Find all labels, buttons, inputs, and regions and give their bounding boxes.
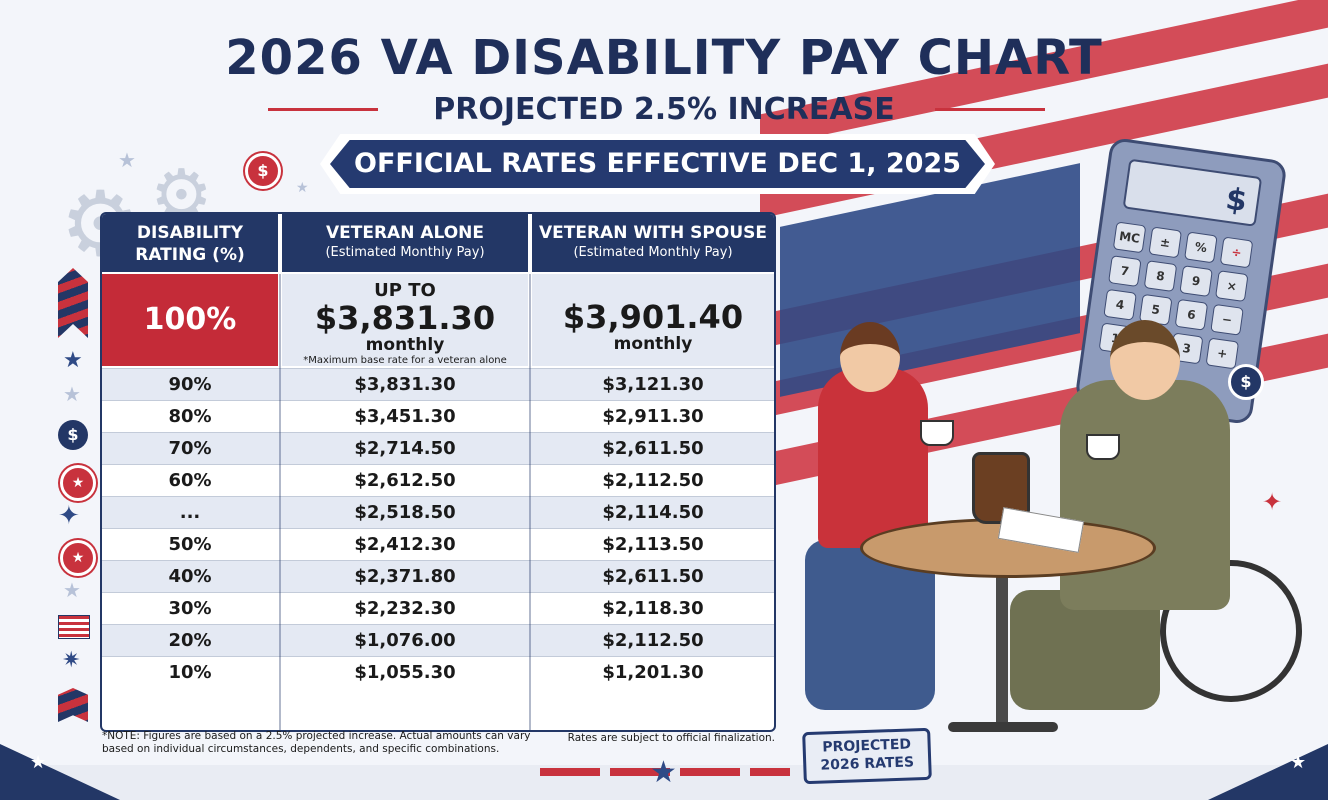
calculator-key: × (1214, 270, 1249, 303)
hero-note: *Maximum base rate for a veteran alone (303, 355, 507, 366)
table-row: 30% $2,232.30 $2,118.30 (102, 592, 774, 625)
hero-alone-amount: $3,831.30 (314, 299, 496, 337)
coffee-cup-icon (920, 420, 954, 446)
woman-head (840, 322, 900, 392)
calculator-key: MC (1112, 221, 1147, 254)
woman-figure (818, 368, 928, 548)
stamp-line: 2026 RATES (820, 754, 915, 774)
coffee-cup-icon (1086, 434, 1120, 460)
header-veteran-alone: VETERAN ALONE (Estimated Monthly Pay) (282, 214, 528, 272)
chevron-rank-icon (58, 268, 88, 338)
calculator-key: ± (1148, 226, 1183, 259)
table-row: 50% $2,412.30 $2,113.50 (102, 528, 774, 561)
column-divider (529, 274, 531, 730)
veteran-figure-legs (1010, 590, 1160, 710)
medal-star-icon: ★ (60, 465, 96, 501)
medal-star-icon: ★ (60, 540, 96, 576)
eagle-wings-icon: ✦ (58, 501, 80, 531)
footnote: *NOTE: Figures are based on a 2.5% proje… (102, 730, 531, 755)
hero-alone-unit: monthly (365, 335, 445, 355)
chevron-rank-icon (58, 688, 88, 722)
finalization-note: Rates are subject to official finalizati… (567, 732, 775, 744)
hero-alone-cell: UP TO $3,831.30 monthly *Maximum base ra… (282, 274, 528, 366)
star-icon: ★ (63, 382, 81, 406)
dollar-coin-icon: $ (58, 420, 88, 450)
divider-line (268, 108, 378, 111)
star-icon: ★ (1290, 752, 1307, 773)
cafe-table-base (948, 722, 1058, 732)
table-row: 10% $1,055.30 $1,201.30 (102, 656, 774, 689)
pay-chart-table: DISABILITY RATING (%) VETERAN ALONE (Est… (100, 212, 776, 732)
veteran-figure (1060, 380, 1230, 610)
page-title: 2026 VA DISABILITY PAY CHART (225, 30, 1103, 86)
hero-rating: 100% (102, 274, 278, 366)
dollar-coin-icon: $ (1228, 364, 1264, 400)
table-row: 20% $1,076.00 $2,112.50 (102, 624, 774, 657)
star-icon: ★ (296, 180, 309, 196)
page-subtitle: PROJECTED 2.5% INCREASE (433, 92, 895, 127)
dollar-coin-icon: $ (245, 153, 281, 189)
calculator-key: + (1205, 337, 1240, 370)
table-row: 70% $2,714.50 $2,611.50 (102, 432, 774, 465)
table-row: 40% $2,371.80 $2,611.50 (102, 560, 774, 593)
star-icon: ★ (63, 578, 81, 602)
calculator-key: ÷ (1219, 236, 1254, 269)
table-row: ... $2,518.50 $2,114.50 (102, 496, 774, 529)
hero-spouse-amount: $3,901.40 (562, 298, 744, 336)
wheelchair-wheel (1160, 560, 1302, 702)
calculator-key: − (1210, 303, 1244, 336)
calculator-key: 4 (1103, 288, 1137, 321)
effective-date-banner: OFFICIAL RATES EFFECTIVE DEC 1, 2025 (330, 140, 985, 188)
calculator-screen: $ (1122, 158, 1263, 227)
calculator-key: 8 (1143, 260, 1178, 293)
table-row: 80% $3,451.30 $2,911.30 (102, 400, 774, 433)
hero-prefix: UP TO (374, 280, 436, 301)
header-rating: DISABILITY RATING (%) (102, 214, 278, 272)
calculator-key: 6 (1174, 298, 1209, 331)
calculator-key: 7 (1108, 255, 1142, 288)
sparkle-icon: ✦ (1262, 488, 1283, 516)
calculator-key: % (1184, 231, 1218, 264)
star-icon: ★ (118, 148, 136, 172)
header-veteran-spouse: VETERAN WITH SPOUSE (Estimated Monthly P… (532, 214, 774, 272)
divider-line (935, 108, 1045, 111)
calculator-key: 9 (1179, 265, 1213, 298)
footer-stripes (540, 768, 790, 776)
star-icon: ★ (650, 755, 677, 790)
table-row: 90% $3,831.30 $3,121.30 (102, 368, 774, 401)
hero-spouse-cell: $3,901.40 monthly (532, 274, 774, 366)
star-icon: ★ (30, 752, 47, 773)
veteran-head (1110, 320, 1180, 400)
hero-spouse-unit: monthly (613, 334, 693, 354)
projected-rates-stamp: PROJECTED 2026 RATES (802, 727, 932, 785)
column-divider (279, 274, 281, 730)
flag-icon (58, 615, 90, 639)
star-icon: ★ (63, 348, 83, 373)
table-row: 60% $2,612.50 $2,112.50 (102, 464, 774, 497)
cafe-table-leg (996, 566, 1008, 726)
compass-icon: ✷ (62, 648, 81, 673)
